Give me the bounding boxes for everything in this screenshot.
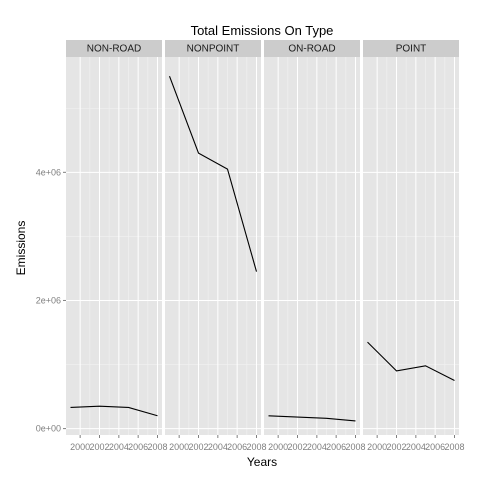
facet-strip-label: NONPOINT xyxy=(187,44,240,55)
x-tick-label: 2004 xyxy=(406,442,426,452)
facet-panel-non-road: NON-ROAD 2000 2002 2004 2006 2008 xyxy=(66,40,168,452)
x-axis-title: Years xyxy=(247,455,277,469)
x-tick-label: 2002 xyxy=(188,442,208,452)
x-tick-label: 2006 xyxy=(326,442,346,452)
panel-background xyxy=(363,57,459,435)
series-line-non-road xyxy=(70,405,158,417)
x-tick-label: 2002 xyxy=(386,442,406,452)
x-tick-label: 2002 xyxy=(89,442,109,452)
y-tick-label: 2e+06 xyxy=(36,295,61,305)
x-tick-label: 2004 xyxy=(307,442,327,452)
facet-strip-non-road xyxy=(66,40,162,57)
facet-strip-point xyxy=(363,40,459,57)
x-tick-label: 2004 xyxy=(208,442,228,452)
x-tick-label: 2002 xyxy=(287,442,307,452)
chart-title: Total Emissions On Type xyxy=(191,23,334,38)
facet-strip-label: ON-ROAD xyxy=(288,44,335,55)
facet-strip-label: NON-ROAD xyxy=(87,44,141,55)
series-line-on-road xyxy=(268,415,356,422)
series-line-point xyxy=(367,341,455,382)
facet-strip-nonpoint xyxy=(165,40,261,57)
facet-panel-on-road: ON-ROAD 2000 2002 2004 2006 2008 xyxy=(264,40,366,452)
x-tick-label: 2006 xyxy=(128,442,148,452)
y-tick-label: 0e+00 xyxy=(36,424,61,434)
facet-panel-point: POINT 2000 2002 2004 2006 2008 xyxy=(363,40,465,452)
x-tick-label: 2008 xyxy=(444,442,464,452)
x-tick-label: 2000 xyxy=(169,442,189,452)
panel-background xyxy=(165,57,261,435)
facet-strip-label: POINT xyxy=(396,44,427,55)
panel-background xyxy=(264,57,360,435)
x-tick-label: 2006 xyxy=(227,442,247,452)
x-tick-label: 2008 xyxy=(246,442,266,452)
facet-strip-on-road xyxy=(264,40,360,57)
x-tick-label: 2000 xyxy=(268,442,288,452)
y-axis-title: Emissions xyxy=(14,221,28,276)
x-tick-label: 2004 xyxy=(109,442,129,452)
x-tick-label: 2000 xyxy=(367,442,387,452)
x-tick-label: 2000 xyxy=(70,442,90,452)
panel-background xyxy=(66,57,162,435)
x-tick-label: 2008 xyxy=(345,442,365,452)
y-tick-label: 4e+06 xyxy=(36,167,61,177)
x-tick-label: 2008 xyxy=(147,442,167,452)
y-axis: 0e+00 2e+06 4e+06 xyxy=(36,167,66,434)
series-line-nonpoint xyxy=(168,76,258,272)
facet-panel-nonpoint: NONPOINT 2000 2002 2004 2006 2008 xyxy=(165,40,267,452)
x-tick-label: 2006 xyxy=(425,442,445,452)
